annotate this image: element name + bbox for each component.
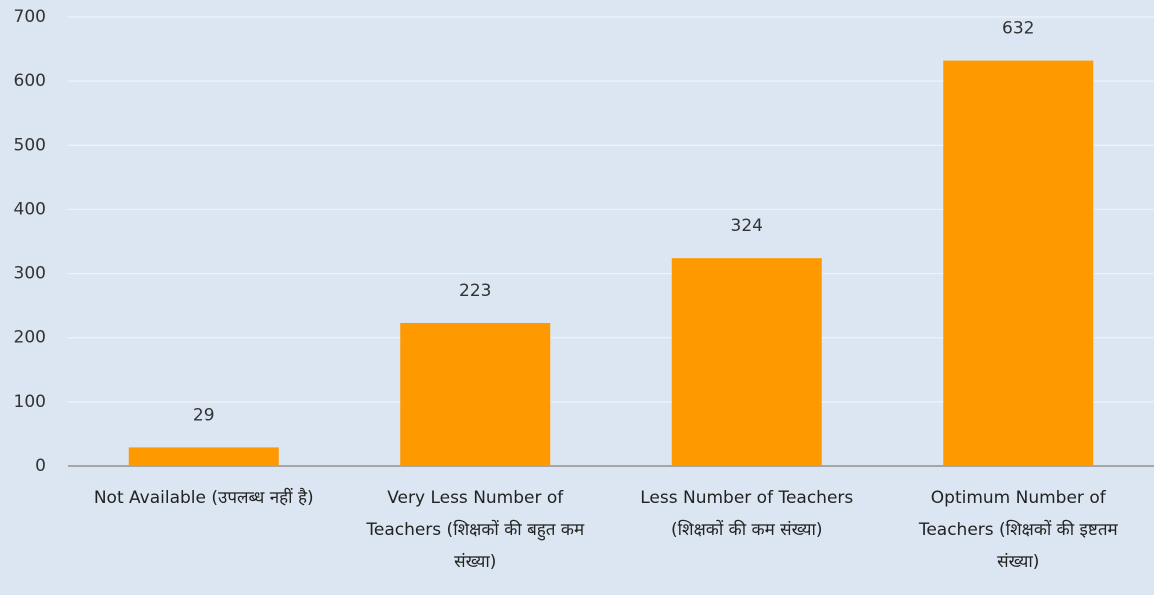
x-tick-label: Optimum Number of Teachers (शिक्षकों की … <box>918 488 1118 572</box>
y-tick-label: 100 <box>14 392 46 412</box>
bar <box>943 60 1094 467</box>
y-tick-label: 300 <box>14 264 46 284</box>
data-label: 223 <box>459 281 491 301</box>
data-label: 29 <box>193 405 215 425</box>
bar <box>400 322 551 466</box>
x-tick-label: Less Number of Teachers (शिक्षकों की कम … <box>640 488 854 540</box>
data-label: 632 <box>1002 19 1034 39</box>
bar <box>128 447 279 466</box>
y-tick-label: 700 <box>14 7 46 27</box>
y-tick-label: 0 <box>35 456 46 476</box>
y-tick-label: 600 <box>14 71 46 91</box>
x-tick-label: Very Less Number of Teachers (शिक्षकों क… <box>366 488 585 572</box>
y-tick-label: 400 <box>14 199 46 219</box>
data-label: 324 <box>731 216 763 236</box>
y-tick-label: 200 <box>14 328 46 348</box>
y-tick-label: 500 <box>14 135 46 155</box>
bar <box>671 258 822 466</box>
x-tick-label: Not Available (उपलब्ध नहीं है) <box>93 488 314 508</box>
